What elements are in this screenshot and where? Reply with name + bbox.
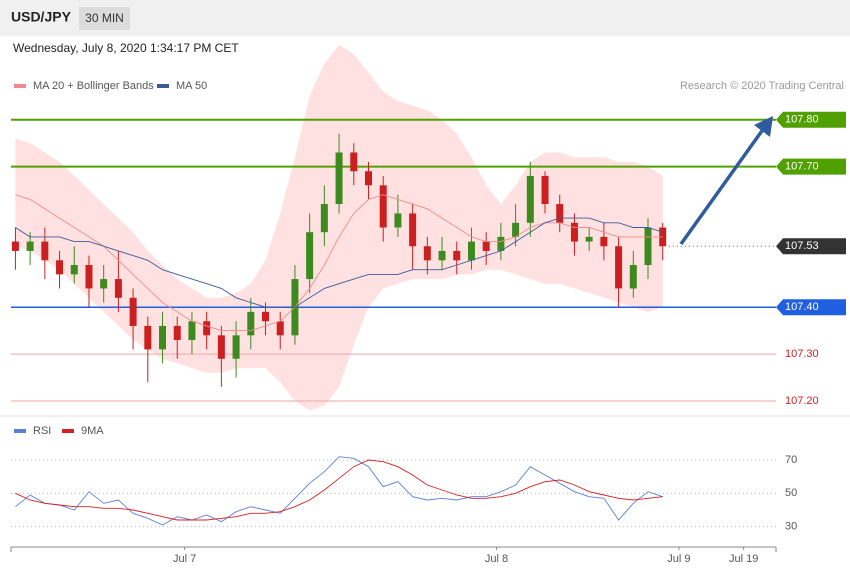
y-tick-label: 70 [785, 454, 797, 466]
projection-arrow [679, 126, 766, 246]
candle-body [173, 325, 181, 340]
level-label: 107.53 [785, 240, 819, 252]
candle-body [409, 213, 417, 247]
candle-body [570, 222, 578, 242]
y-tick-label: 30 [785, 521, 797, 533]
legend-swatch [62, 429, 74, 433]
candle-body [364, 171, 372, 186]
candle-body [394, 213, 402, 228]
x-tick-label: Jul 9 [667, 553, 690, 565]
timestamp: Wednesday, July 8, 2020 1:34:17 PM CET [13, 41, 239, 55]
legend-label: RSI [33, 425, 51, 437]
x-tick-label: Jul 8 [485, 553, 508, 565]
source: Research © 2020 Trading Central [680, 80, 844, 92]
symbol: USD/JPY [11, 9, 72, 25]
candle-body [644, 227, 652, 265]
candle-body [306, 232, 314, 280]
candle-body [203, 321, 211, 336]
candle-body [41, 241, 49, 261]
timeframe-badge [79, 7, 130, 30]
level-label: 107.80 [785, 114, 819, 126]
legend-swatch [157, 84, 169, 88]
candle-body [585, 236, 593, 242]
x-tick-label: Jul 19 [729, 553, 758, 565]
arrow-head [754, 116, 773, 137]
level-tag [776, 299, 846, 316]
candle-body [129, 297, 137, 326]
candle-body [350, 152, 358, 172]
candle-body [217, 335, 225, 359]
legend-swatch [14, 84, 26, 88]
candle-body [70, 265, 78, 275]
candle-body [11, 241, 19, 251]
candle-body [100, 279, 108, 289]
legend-label: 9MA [81, 425, 104, 437]
candle-body [526, 175, 534, 223]
ma-line [15, 217, 663, 308]
plot-area: MA 20 + Bollinger Bands MA 50 107.80 107.70… [11, 44, 846, 565]
candle-body [56, 260, 64, 275]
candle-body [335, 152, 343, 205]
indicator-line [15, 456, 663, 526]
level-label: 107.20 [785, 395, 819, 407]
level-label: 107.30 [785, 348, 819, 360]
candle-body [276, 321, 284, 336]
candle-body [541, 175, 549, 205]
candle-body [188, 321, 196, 340]
candle-body [144, 325, 152, 350]
legend-label: MA 20 + Bollinger Bands [33, 80, 154, 92]
header-bar [0, 0, 850, 36]
candle-body [467, 241, 475, 261]
candle-body [85, 265, 93, 289]
candle-body [453, 250, 461, 261]
candle-body [26, 241, 34, 251]
level-label: 107.40 [785, 301, 819, 313]
candle-body [615, 246, 623, 289]
level-tag [776, 111, 846, 128]
level-tag [776, 238, 846, 255]
legend-label: MA 50 [176, 80, 207, 92]
level-label: 107.70 [785, 160, 819, 172]
x-tick-label: Jul 7 [173, 553, 196, 565]
candle-body [232, 335, 240, 359]
candle-body [159, 325, 167, 350]
indicator-line [15, 459, 663, 521]
y-tick-label: 50 [785, 487, 797, 499]
timeframe: 30 MIN [85, 11, 124, 25]
candle-body [659, 227, 667, 247]
candle-body [482, 241, 490, 251]
candle-body [423, 246, 431, 261]
candle-body [114, 279, 122, 298]
ma-line [15, 194, 663, 332]
candle-body [600, 236, 608, 247]
level-tag [776, 158, 846, 175]
legend-swatch [14, 429, 26, 433]
bollinger-band [15, 44, 663, 411]
candle-body [512, 222, 520, 237]
candle-body [262, 311, 270, 322]
candle-body [556, 204, 564, 223]
candle-body [379, 185, 387, 228]
candle-body [629, 265, 637, 289]
candle-body [247, 311, 255, 336]
candle-body [497, 236, 505, 251]
candle-body [438, 250, 446, 261]
candle-body [320, 204, 328, 233]
